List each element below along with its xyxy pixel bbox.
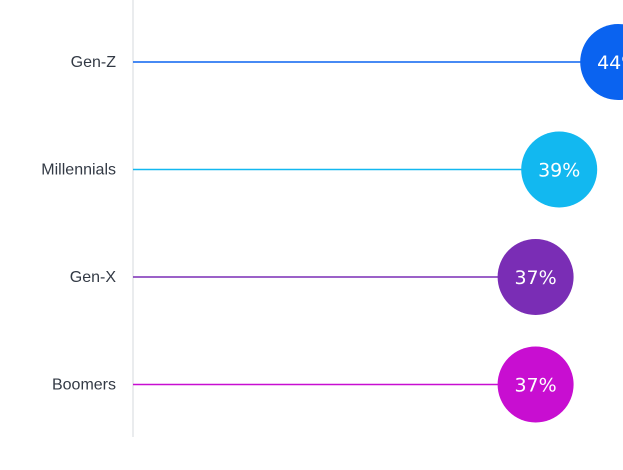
value-label-millennials: 39% xyxy=(538,160,580,182)
value-label-gen-x: 37% xyxy=(514,267,556,289)
chart-marks: Gen-Z 44% Millennials 39% Gen-X 37% Boomers 37% xyxy=(41,24,623,423)
value-circle-gen-z xyxy=(580,24,623,100)
bar-row-gen-z: Gen-Z 44% xyxy=(71,24,623,100)
category-label-gen-z: Gen-Z xyxy=(71,54,117,71)
plot-area: Gen-Z 44% Millennials 39% Gen-X 37% Boomers 37% xyxy=(41,0,623,437)
bar-row-gen-x: Gen-X 37% xyxy=(70,239,574,315)
bar-row-millennials: Millennials 39% xyxy=(41,131,598,208)
category-label-millennials: Millennials xyxy=(41,162,116,179)
value-circle-gen-x xyxy=(497,239,574,315)
bar-row-boomers: Boomers 37% xyxy=(52,346,574,423)
value-circle-millennials xyxy=(521,131,598,208)
value-label-boomers: 37% xyxy=(514,375,556,397)
value-label-gen-z: 44% xyxy=(597,52,623,74)
value-circle-boomers xyxy=(497,346,574,423)
category-label-gen-x: Gen-X xyxy=(70,269,117,286)
category-label-boomers: Boomers xyxy=(52,377,116,394)
